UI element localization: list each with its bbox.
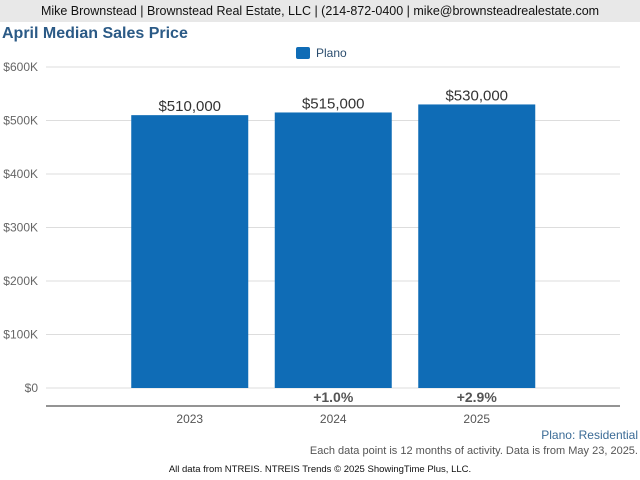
legend-label: Plano (316, 46, 347, 60)
chart-title: April Median Sales Price (2, 25, 188, 42)
bar (274, 112, 392, 388)
contact-bar: Mike Brownstead | Brownstead Real Estate… (0, 0, 640, 22)
x-tick-label: 2024 (320, 412, 347, 426)
legend-swatch (296, 47, 310, 59)
y-tick-label: $100K (3, 328, 38, 342)
bar (131, 115, 249, 389)
change-label: +2.9% (457, 389, 498, 405)
y-tick-label: $300K (3, 221, 38, 235)
y-tick-label: $400K (3, 167, 38, 181)
y-tick-label: $600K (3, 60, 38, 74)
bar-value-label: $510,000 (158, 98, 221, 115)
bar (418, 104, 536, 388)
source-footer: All data from NTREIS. NTREIS Trends © 20… (168, 464, 472, 475)
y-tick-label: $0 (25, 381, 39, 395)
bar-value-label: $530,000 (445, 87, 508, 104)
bar-value-label: $515,000 (302, 95, 365, 112)
change-label: +1.0% (313, 389, 354, 405)
data-note: Each data point is 12 months of activity… (309, 445, 638, 457)
y-tick-label: $500K (3, 114, 38, 128)
x-tick-label: 2025 (463, 412, 490, 426)
series-footnote: Plano: Residential (541, 428, 638, 442)
y-tick-label: $200K (3, 274, 38, 288)
chart-legend: Plano (296, 45, 347, 61)
contact-text: Mike Brownstead | Brownstead Real Estate… (40, 4, 600, 18)
x-tick-label: 2023 (176, 412, 203, 426)
